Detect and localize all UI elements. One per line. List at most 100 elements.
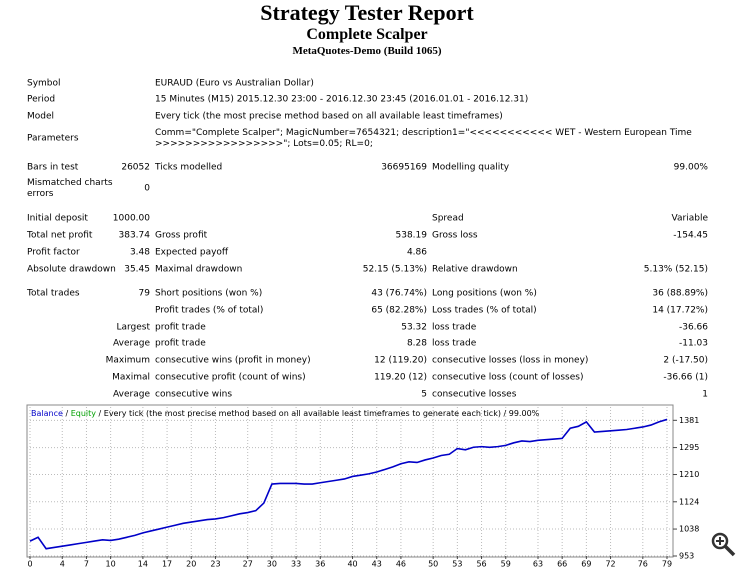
cell-line: Profit trades (% of total) [155,305,264,316]
cell-line: >>>>>>>>>>>>>>>>>"; Lots=0.05; RL=0; [155,139,373,149]
table-cell: Period [27,94,56,105]
balance-line [29,418,668,550]
table-cell: 383.74 [118,230,151,241]
legend-entry: Equity [71,409,97,418]
table-cell: 79 [138,288,150,299]
table-cell: consecutive loss (count of losses) [432,372,584,383]
cell-line: Ticks modelled [155,162,223,173]
y-tick-label: 1038 [679,525,699,534]
table-cell: 26052 [121,162,150,173]
cell-line: consecutive wins [155,389,233,400]
table-cell: Largest [116,322,150,333]
x-tick-label: 59 [501,560,511,569]
legend-separator: / [501,409,509,418]
table-cell: Loss trades (% of total) [432,305,537,316]
table-cell: 15 Minutes (M15) 2015.12.30 23:00 - 2016… [155,95,528,106]
y-tick-label: 1295 [679,443,699,452]
table-cell: Average [113,389,150,400]
table-cell: Symbol [27,78,61,89]
table-cell: Comm="Complete Scalper"; MagicNumber=765… [155,128,692,150]
y-tick-label: 1124 [679,497,699,506]
x-tick-label: 17 [162,560,172,569]
table-cell: profit trade [155,339,206,350]
x-tick-label: 7 [84,560,89,569]
cell-line: Maximal drawdown [155,264,243,275]
table-cell: -36.66 [678,322,708,333]
x-tick-label: 63 [533,560,543,569]
table-cell: Maximum [105,355,150,366]
cell-line: Mismatched charts [27,178,113,188]
table-cell: Maximal [112,372,150,383]
cell-line: Short positions (won %) [155,288,263,299]
legend-entry: Every tick (the most precise method base… [104,409,501,418]
x-tick-label: 27 [243,560,253,569]
x-tick-label: 53 [452,560,462,569]
table-cell: Mismatched charts errors [27,178,113,200]
table-cell: loss trade [432,338,477,349]
table-cell: Profit factor [27,247,80,258]
table-cell: 14 (17.72%) [652,305,708,316]
table-cell: consecutive profit (count of wins) [155,373,306,384]
table-cell: 3.48 [129,247,150,258]
x-tick-label: 36 [315,560,325,569]
cell-line: EURAUD (Euro vs Australian Dollar) [155,78,314,89]
y-tick-label: 1210 [679,470,699,479]
table-cell: EURAUD (Euro vs Australian Dollar) [155,79,314,90]
table-cell: Spread [432,213,464,224]
x-tick-label: 50 [428,560,438,569]
x-tick-label: 46 [396,560,406,569]
table-cell: Parameters [27,133,79,144]
table-cell: 5 [421,389,427,400]
x-tick-label: 10 [106,560,116,569]
table-cell: Expected payoff [155,248,228,259]
table-cell: 36 (88.89%) [652,288,708,299]
legend-separator: / [96,409,104,418]
table-cell: Every tick (the most precise method base… [155,112,503,123]
table-cell: Profit trades (% of total) [155,306,263,317]
zoom-icon[interactable] [711,532,736,557]
cell-line: Every tick (the most precise method base… [155,111,503,122]
x-tick-label: 14 [138,560,148,569]
table-cell: 2 (-17.50) [663,355,708,366]
table-cell: consecutive wins [155,390,232,401]
x-tick-label: 30 [267,560,277,569]
table-cell: 0 [144,183,150,194]
table-cell: 119.20 (12) [374,372,427,383]
table-cell: Bars in test [27,162,79,173]
x-tick-label: 72 [605,560,615,569]
legend-separator: / [63,409,71,418]
cell-line: 15 Minutes (M15) 2015.12.30 23:00 - 2016… [155,94,529,105]
table-cell: 99.00% [673,162,708,173]
table-cell: Total trades [27,288,80,299]
cell-line: consecutive profit (count of wins) [155,372,306,383]
table-cell: 36695169 [381,162,427,173]
x-tick-label: 4 [60,560,65,569]
x-tick-label: 43 [372,560,382,569]
table-cell: 52.15 (5.13%) [362,264,427,275]
table-cell: 65 (82.28%) [371,305,427,316]
table-cell: 12 (119.20) [374,355,427,366]
table-cell: 4.86 [406,247,427,258]
table-cell: 35.45 [124,264,150,275]
report-title: Strategy Tester Report [260,0,474,25]
expert-name: Complete Scalper [306,26,428,43]
cell-line: profit trade [155,322,206,333]
x-tick-label: 23 [210,560,220,569]
cell-line: errors [27,189,54,199]
table-cell: profit trade [155,323,206,334]
table-cell: Short positions (won %) [155,289,262,300]
table-cell: Initial deposit [27,213,88,224]
table-cell: 53.32 [401,322,427,333]
x-tick-label: 0 [27,560,32,569]
table-cell: Gross loss [432,230,478,241]
table-cell: Relative drawdown [432,264,518,275]
x-tick-label: 76 [638,560,648,569]
plot-frame [26,404,674,558]
legend: Balance / Equity / Every tick (the most … [31,409,540,418]
cell-line: Comm="Complete Scalper"; MagicNumber=765… [155,128,692,138]
table-cell: Ticks modelled [155,163,222,174]
x-tick-label: 66 [557,560,567,569]
cell-line: Expected payoff [155,247,229,258]
table-cell: 1 [702,389,708,400]
